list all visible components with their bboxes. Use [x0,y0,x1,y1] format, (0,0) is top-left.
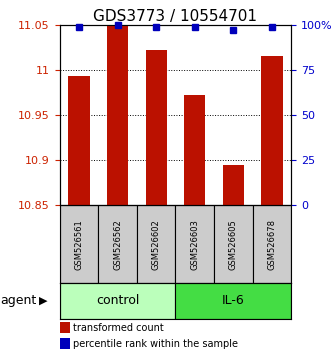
Bar [214,205,253,283]
Text: GSM526678: GSM526678 [267,219,276,270]
Bar [68,76,89,205]
Text: GSM526605: GSM526605 [229,219,238,270]
Bar [253,205,291,283]
Text: GSM526603: GSM526603 [190,219,199,270]
Text: GSM526602: GSM526602 [152,219,161,270]
Text: transformed count: transformed count [73,323,164,333]
Text: GSM526561: GSM526561 [74,219,83,270]
Title: GDS3773 / 10554701: GDS3773 / 10554701 [93,8,258,24]
Bar [60,283,175,319]
Bar [223,165,244,205]
Text: agent: agent [0,295,36,307]
Bar [60,205,98,283]
Bar [98,205,137,283]
Bar [184,95,205,205]
Text: percentile rank within the sample: percentile rank within the sample [73,339,238,349]
Bar [137,205,175,283]
Text: ▶: ▶ [39,296,47,306]
Bar [107,25,128,205]
Bar [146,50,167,205]
Bar [175,283,291,319]
Text: control: control [96,295,139,307]
Text: GSM526562: GSM526562 [113,219,122,270]
Bar [175,205,214,283]
Bar [261,56,283,205]
Text: IL-6: IL-6 [222,295,245,307]
